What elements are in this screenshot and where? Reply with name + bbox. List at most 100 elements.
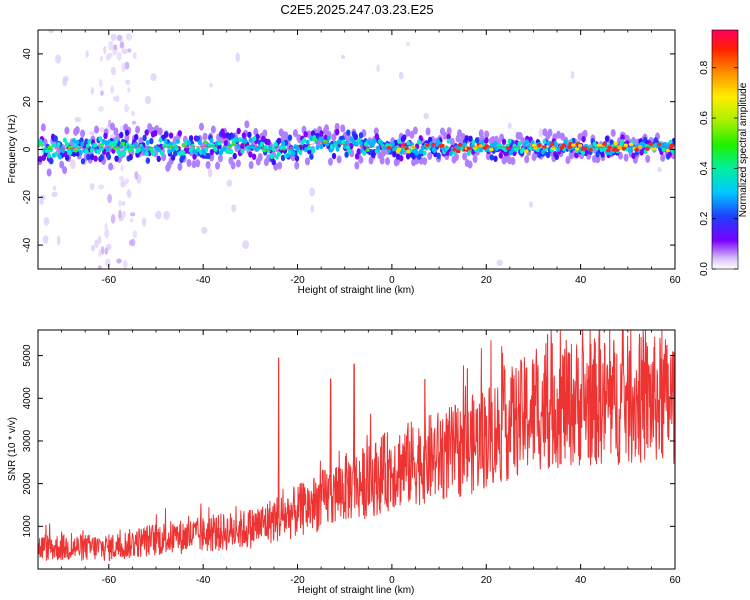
spectrogram-cell xyxy=(302,138,307,144)
spectrogram-cell xyxy=(261,135,266,143)
spectrogram-cell xyxy=(312,138,317,142)
spectrogram-cell xyxy=(76,146,81,152)
spectrogram-cell xyxy=(390,141,395,147)
spectrogram-noise-streak xyxy=(116,258,122,264)
spectrogram-noise-streak xyxy=(130,110,136,117)
spectrogram-cell xyxy=(144,151,149,157)
spectrogram-cell xyxy=(402,134,407,141)
spectrogram-noise-blob xyxy=(235,52,240,63)
spectrogram-noise-streak xyxy=(121,210,127,218)
spectrogram-noise-blob xyxy=(110,66,116,76)
spectrogram-cell xyxy=(422,157,428,166)
y-tick-label: 3000 xyxy=(22,429,33,452)
spectrogram-cell xyxy=(354,141,359,147)
spectrogram-cell xyxy=(128,153,133,161)
snr-panel: -60 -40 -20 0 20 40 60 1000 2000 3000 4000 5000 Hei… xyxy=(7,329,681,596)
spectrogram-cell xyxy=(354,153,360,160)
spectrogram-noise-blob xyxy=(55,54,62,64)
spectrogram-cell xyxy=(657,142,662,147)
spectrogram-cell xyxy=(596,143,602,148)
x-tick-label: 60 xyxy=(669,275,681,286)
spectrogram-cell xyxy=(61,148,66,154)
spectrogram-cell xyxy=(582,129,588,138)
spectrogram-cell xyxy=(209,148,215,156)
spectrogram-cell xyxy=(202,132,208,141)
spectrogram-cell xyxy=(303,131,308,138)
spectrogram-noise-streak xyxy=(107,193,113,204)
spectrogram-noise-streak xyxy=(104,228,110,239)
spectrogram-cell xyxy=(210,125,216,134)
spectrogram-cell xyxy=(645,154,651,163)
spectrogram-noise-blob xyxy=(39,199,44,205)
spectrogram-cell xyxy=(358,155,364,164)
snr-axes: -60 -40 -20 0 20 40 60 1000 2000 3000 4000 5000 xyxy=(22,330,681,586)
spectrogram-cell xyxy=(394,157,400,166)
spectrogram-cell xyxy=(75,139,80,145)
spectrogram-noise-streak xyxy=(127,48,132,53)
spectrogram-cell xyxy=(209,138,214,144)
spectrogram-cell xyxy=(145,139,150,146)
spectrogram-noise-streak xyxy=(112,96,116,102)
spectrogram-cell xyxy=(106,153,112,161)
spectrogram-noise-streak xyxy=(99,78,103,88)
spectrogram-cell xyxy=(567,145,572,149)
spectrogram-cell xyxy=(279,144,284,151)
spectrogram-cell xyxy=(356,148,361,155)
spectrogram-cell xyxy=(57,154,62,160)
spectrogram-cell xyxy=(631,152,636,159)
spectrogram-cell xyxy=(145,157,151,164)
spectrogram-cell xyxy=(74,126,80,135)
spectrogram-cell xyxy=(456,149,461,154)
spectrogram-cell xyxy=(414,150,419,156)
x-tick-label: -60 xyxy=(102,275,117,286)
spectrogram-noise-blob xyxy=(226,179,233,187)
spectrogram-cell xyxy=(660,153,666,162)
spectrogram-y-label: Frequency (Hz) xyxy=(7,115,18,184)
spectrogram-noise-streak xyxy=(108,52,113,58)
spectrogram-cell xyxy=(211,143,216,149)
spectrogram-cell xyxy=(115,146,121,151)
spectrogram-cell xyxy=(80,141,85,147)
spectrogram-cell xyxy=(250,144,255,150)
spectrogram-cell xyxy=(280,154,286,162)
spectrogram-cell xyxy=(340,124,346,133)
spectrogram-cell xyxy=(498,152,503,159)
spectrogram-cell xyxy=(59,160,65,169)
spectrogram-cell xyxy=(73,148,78,153)
x-tick-label: -40 xyxy=(196,275,211,286)
spectrogram-cell xyxy=(542,145,547,149)
spectrogram-cell xyxy=(489,154,494,161)
spectrogram-cell xyxy=(291,150,296,157)
spectrogram-cell xyxy=(358,132,364,139)
spectrogram-cell xyxy=(493,140,498,147)
spectrogram-cell xyxy=(528,145,533,151)
spectrogram-cell xyxy=(205,160,211,169)
spectrogram-cell xyxy=(99,154,104,161)
spectrogram-cell xyxy=(457,143,463,147)
spectrogram-noise-blob xyxy=(56,235,61,246)
spectrogram-cell xyxy=(416,139,421,145)
spectrogram-noise-streak xyxy=(116,34,123,42)
spectrogram-cell xyxy=(418,148,423,154)
spectrogram-cell xyxy=(251,153,257,160)
spectrogram-cell xyxy=(262,129,268,138)
spectrogram-cell xyxy=(540,149,545,155)
spectrogram-cell xyxy=(336,155,342,164)
spectrogram-cell xyxy=(583,146,588,151)
spectrogram-cell xyxy=(190,143,195,149)
spectrogram-cell xyxy=(452,147,457,152)
spectrogram-noise-streak xyxy=(98,184,104,190)
spectrogram-cell xyxy=(416,153,422,160)
spectrogram-cell xyxy=(151,151,156,157)
spectrogram-cell xyxy=(542,138,547,145)
spectrogram-cell xyxy=(553,141,558,147)
y-tick-label: 40 xyxy=(22,48,33,60)
spectrogram-noise-blob xyxy=(201,226,208,234)
x-tick-label: 0 xyxy=(389,575,395,586)
spectrogram-cell xyxy=(266,154,272,163)
spectrogram-noise-streak xyxy=(130,238,136,247)
spectrogram-noise-blob xyxy=(242,240,250,249)
spectrogram-cell xyxy=(54,151,59,157)
spectrogram-cell xyxy=(507,138,512,144)
spectrogram-noise-streak xyxy=(124,79,131,85)
